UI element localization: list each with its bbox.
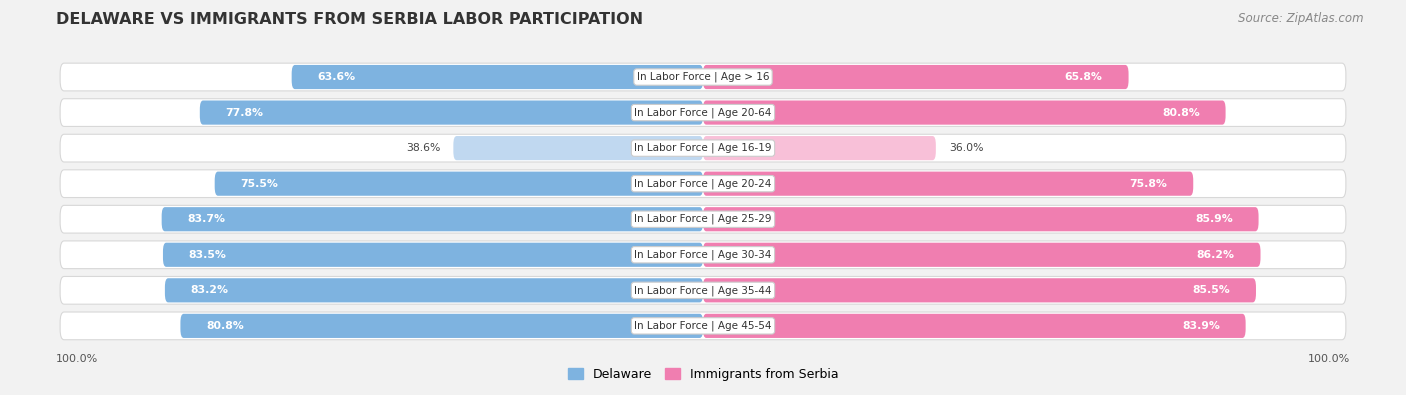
- FancyBboxPatch shape: [165, 278, 703, 303]
- Text: 75.8%: 75.8%: [1129, 179, 1167, 189]
- Text: In Labor Force | Age > 16: In Labor Force | Age > 16: [637, 72, 769, 82]
- FancyBboxPatch shape: [703, 65, 1129, 89]
- FancyBboxPatch shape: [60, 63, 1346, 91]
- Text: 83.2%: 83.2%: [191, 285, 229, 295]
- FancyBboxPatch shape: [60, 99, 1346, 126]
- FancyBboxPatch shape: [703, 243, 1261, 267]
- FancyBboxPatch shape: [60, 312, 1346, 340]
- Text: 83.9%: 83.9%: [1182, 321, 1220, 331]
- Text: 63.6%: 63.6%: [318, 72, 356, 82]
- Text: 83.7%: 83.7%: [187, 214, 225, 224]
- Text: In Labor Force | Age 35-44: In Labor Force | Age 35-44: [634, 285, 772, 295]
- Text: In Labor Force | Age 25-29: In Labor Force | Age 25-29: [634, 214, 772, 224]
- FancyBboxPatch shape: [60, 134, 1346, 162]
- FancyBboxPatch shape: [215, 171, 703, 196]
- Text: 36.0%: 36.0%: [949, 143, 983, 153]
- FancyBboxPatch shape: [703, 278, 1256, 303]
- FancyBboxPatch shape: [60, 170, 1346, 198]
- FancyBboxPatch shape: [60, 205, 1346, 233]
- Text: In Labor Force | Age 30-34: In Labor Force | Age 30-34: [634, 250, 772, 260]
- Legend: Delaware, Immigrants from Serbia: Delaware, Immigrants from Serbia: [568, 368, 838, 381]
- Text: DELAWARE VS IMMIGRANTS FROM SERBIA LABOR PARTICIPATION: DELAWARE VS IMMIGRANTS FROM SERBIA LABOR…: [56, 12, 644, 27]
- Text: 100.0%: 100.0%: [56, 354, 98, 365]
- FancyBboxPatch shape: [60, 241, 1346, 269]
- Text: 80.8%: 80.8%: [207, 321, 245, 331]
- Text: Source: ZipAtlas.com: Source: ZipAtlas.com: [1239, 12, 1364, 25]
- Text: 83.5%: 83.5%: [188, 250, 226, 260]
- Text: 85.9%: 85.9%: [1195, 214, 1233, 224]
- FancyBboxPatch shape: [703, 136, 936, 160]
- Text: 80.8%: 80.8%: [1161, 107, 1199, 118]
- Text: 38.6%: 38.6%: [406, 143, 440, 153]
- FancyBboxPatch shape: [703, 314, 1246, 338]
- Text: 77.8%: 77.8%: [226, 107, 264, 118]
- FancyBboxPatch shape: [200, 100, 703, 125]
- Text: In Labor Force | Age 16-19: In Labor Force | Age 16-19: [634, 143, 772, 153]
- Text: In Labor Force | Age 20-64: In Labor Force | Age 20-64: [634, 107, 772, 118]
- FancyBboxPatch shape: [162, 207, 703, 231]
- Text: In Labor Force | Age 45-54: In Labor Force | Age 45-54: [634, 321, 772, 331]
- FancyBboxPatch shape: [291, 65, 703, 89]
- Text: 100.0%: 100.0%: [1308, 354, 1350, 365]
- Text: 85.5%: 85.5%: [1192, 285, 1230, 295]
- Text: 75.5%: 75.5%: [240, 179, 278, 189]
- FancyBboxPatch shape: [60, 276, 1346, 304]
- FancyBboxPatch shape: [453, 136, 703, 160]
- FancyBboxPatch shape: [703, 207, 1258, 231]
- FancyBboxPatch shape: [703, 171, 1194, 196]
- Text: 86.2%: 86.2%: [1197, 250, 1234, 260]
- Text: 65.8%: 65.8%: [1064, 72, 1102, 82]
- FancyBboxPatch shape: [180, 314, 703, 338]
- FancyBboxPatch shape: [163, 243, 703, 267]
- Text: In Labor Force | Age 20-24: In Labor Force | Age 20-24: [634, 179, 772, 189]
- FancyBboxPatch shape: [703, 100, 1226, 125]
